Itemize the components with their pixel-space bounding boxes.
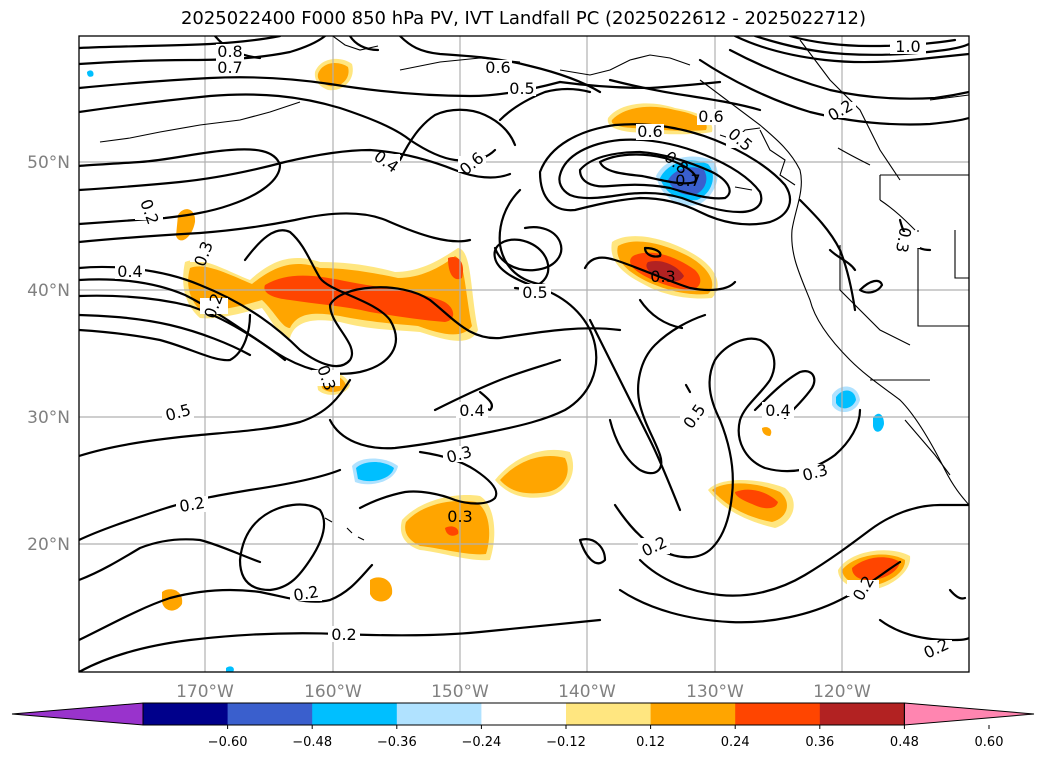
contour-label: 0.5 [162, 400, 194, 425]
contour-label: 0.3 [888, 226, 920, 254]
svg-text:0.3: 0.3 [444, 442, 474, 467]
contour-label: 0.6 [484, 58, 512, 77]
colorbar-extend-min [11, 702, 144, 726]
colorbar-segment [143, 703, 229, 725]
colorbar-segment [481, 703, 567, 725]
svg-text:0.4: 0.4 [459, 401, 484, 420]
svg-text:0.8: 0.8 [217, 42, 242, 61]
lat-tick-label: 30°N [27, 408, 70, 428]
contour-label: 0.2 [290, 582, 322, 605]
colorbar-extend-max [903, 702, 1035, 726]
contour-label: 0.3 [443, 442, 475, 467]
colorbar-tick-label: −0.24 [461, 735, 501, 750]
colorbar-tick-label: −0.12 [546, 735, 586, 750]
colorbar-frame [142, 702, 905, 726]
svg-text:0.3: 0.3 [892, 226, 915, 254]
svg-text:0.5: 0.5 [509, 79, 534, 98]
contour-label: 0.5 [519, 283, 551, 302]
latitude-labels: 50°N 40°N 30°N 20°N [27, 153, 70, 555]
contour-label: 0.7 [675, 171, 700, 190]
svg-text:0.2: 0.2 [639, 532, 670, 560]
colorbar-segment [819, 703, 905, 725]
contour-label: 0.3 [799, 460, 831, 485]
colorbar-tick-label: 0.24 [721, 735, 750, 750]
contour-label: 0.2 [135, 197, 163, 227]
contour-label: 0.4 [115, 262, 145, 281]
svg-text:0.5: 0.5 [679, 400, 709, 432]
colorbar-tick-label: 0.60 [975, 735, 1004, 750]
contour-label: 0.5 [679, 400, 709, 432]
svg-text:0.5: 0.5 [163, 400, 193, 425]
contour-label: 0.6 [636, 122, 664, 141]
contour-label: 0.3 [650, 267, 675, 286]
svg-text:0.7: 0.7 [217, 58, 242, 77]
longitude-labels: 170°W 160°W 150°W 140°W 130°W 120°W [176, 682, 871, 702]
colorbar-segment [396, 703, 482, 725]
contour-label: 0.7 [216, 58, 244, 77]
colorbar-tick-label: 0.36 [805, 735, 834, 750]
coastlines [99, 36, 969, 541]
contour-label: 0.6 [697, 107, 725, 126]
svg-text:0.6: 0.6 [485, 58, 510, 77]
svg-text:0.3: 0.3 [447, 507, 472, 526]
lon-tick-label: 140°W [558, 682, 616, 702]
svg-text:0.5: 0.5 [522, 283, 547, 302]
svg-text:0.3: 0.3 [650, 267, 675, 286]
contour-label: 0.3 [190, 239, 218, 269]
pv-contours [79, 36, 969, 672]
contour-label: 0.3 [447, 507, 472, 526]
contour-label: 0.8 [216, 42, 244, 61]
lat-tick-label: 40°N [27, 281, 70, 301]
lon-tick-label: 170°W [176, 682, 234, 702]
lon-tick-label: 160°W [304, 682, 362, 702]
svg-text:0.4: 0.4 [117, 262, 142, 281]
colorbar-tick-label: −0.48 [292, 735, 332, 750]
svg-text:0.6: 0.6 [698, 107, 723, 126]
colorbar-tick-label: 0.12 [636, 735, 665, 750]
contour-label: 0.2 [328, 625, 360, 644]
colorbar: −0.60 −0.48 −0.36 −0.24 −0.12 0.12 0.24 0.36 0.4… [11, 702, 1035, 750]
colorbar-segment [650, 703, 736, 725]
svg-text:1.0: 1.0 [895, 37, 920, 56]
lon-tick-label: 120°W [813, 682, 871, 702]
map-frame [78, 35, 970, 673]
lon-tick-label: 130°W [686, 682, 744, 702]
contour-label: 0.4 [456, 401, 488, 420]
contour-label: 1.0 [890, 37, 926, 56]
colorbar-segment [312, 703, 398, 725]
colorbar-tick-label: −0.36 [377, 735, 417, 750]
colorbar-tick-label: 0.48 [890, 735, 919, 750]
colorbar-segment [227, 703, 313, 725]
map-title: 2025022400 F000 850 hPa PV, IVT Landfall… [180, 8, 867, 29]
svg-text:0.6: 0.6 [637, 122, 662, 141]
gridlines [79, 36, 969, 672]
svg-text:0.2: 0.2 [292, 582, 320, 605]
lat-tick-label: 20°N [27, 535, 70, 555]
colorbar-segment [566, 703, 652, 725]
colorbar-segment [735, 703, 821, 725]
colorbar-tick-label: −0.60 [208, 735, 248, 750]
lon-tick-label: 150°W [431, 682, 489, 702]
svg-text:0.3: 0.3 [800, 460, 830, 485]
contour-label: 0.5 [508, 79, 536, 98]
svg-text:0.2: 0.2 [331, 625, 356, 644]
svg-text:0.2: 0.2 [136, 197, 163, 227]
lat-tick-label: 50°N [27, 153, 70, 173]
contour-label: 0.2 [176, 493, 208, 516]
svg-text:0.2: 0.2 [178, 493, 206, 516]
svg-text:0.7: 0.7 [675, 171, 700, 190]
svg-text:0.4: 0.4 [765, 401, 790, 420]
contour-label: 0.4 [762, 401, 794, 420]
